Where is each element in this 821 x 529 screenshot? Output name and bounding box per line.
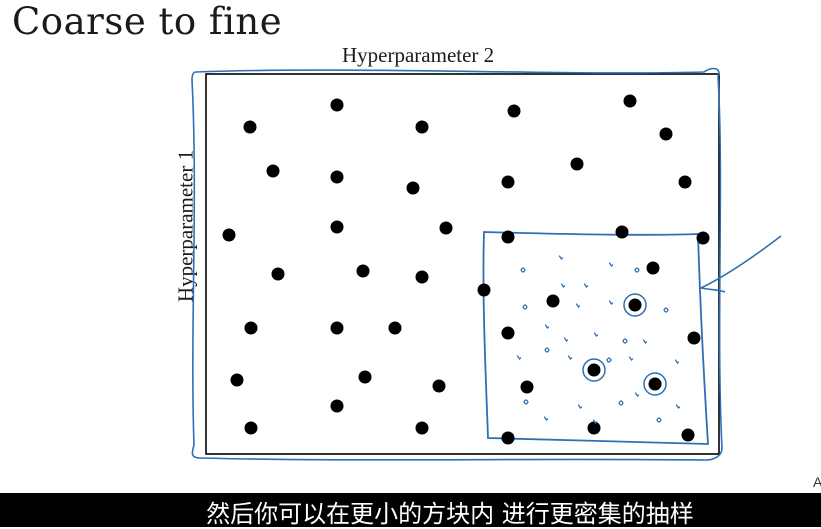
subtitle-bar	[0, 493, 821, 527]
sample-point	[696, 231, 710, 245]
best-sample-point	[628, 298, 642, 312]
sample-point	[266, 164, 280, 178]
sample-point	[415, 421, 429, 435]
fine-sample-mark	[558, 255, 564, 261]
x-axis-label: Hyperparameter 2	[342, 43, 495, 67]
fine-sample-mark	[593, 332, 599, 338]
fine-sample-points	[516, 255, 681, 425]
sample-point	[570, 157, 584, 171]
fine-sample-mark	[663, 307, 669, 313]
best-point-circle	[643, 372, 667, 396]
fine-sample-mark	[642, 339, 648, 345]
sample-point	[659, 127, 673, 141]
sample-point	[615, 225, 629, 239]
edge-letter: A	[813, 474, 821, 490]
sample-point	[330, 170, 344, 184]
sample-point	[646, 261, 660, 275]
sample-point	[271, 267, 285, 281]
sample-point	[330, 399, 344, 413]
fine-sample-mark	[522, 304, 528, 310]
best-point-circle	[623, 293, 647, 317]
subtitle-caption: 然后你可以在更小的方块内 进行更密集的抽样	[206, 500, 694, 528]
slide-title: Coarse to fine	[12, 0, 283, 43]
fine-sample-mark	[634, 267, 640, 273]
sample-point	[501, 431, 515, 445]
fine-sample-mark	[516, 355, 522, 361]
fine-sample-mark	[520, 267, 526, 273]
fine-sample-mark	[567, 355, 573, 361]
sample-point	[330, 321, 344, 335]
sample-point	[356, 264, 370, 278]
fine-sample-mark	[618, 400, 624, 406]
sample-point	[687, 331, 701, 345]
fine-sample-mark	[634, 392, 640, 398]
sample-point	[520, 380, 534, 394]
fine-sample-mark	[543, 416, 549, 422]
search-space-box	[205, 73, 720, 455]
fine-sample-mark	[608, 300, 614, 306]
sample-point	[623, 94, 637, 108]
best-sample-points	[582, 293, 667, 396]
fine-sample-mark	[577, 404, 583, 410]
sample-point	[501, 326, 515, 340]
fine-sample-mark	[674, 359, 680, 365]
fine-sample-mark	[583, 283, 589, 289]
sample-point	[406, 181, 420, 195]
fine-sample-mark	[560, 283, 566, 289]
fine-sample-mark	[675, 404, 681, 410]
sample-point	[477, 283, 491, 297]
fine-sample-mark	[563, 337, 569, 343]
fine-sample-mark	[628, 356, 634, 362]
coarse-sample-points	[222, 94, 710, 445]
fine-sample-mark	[544, 347, 550, 353]
sample-point	[439, 221, 453, 235]
fine-sample-mark	[592, 419, 598, 425]
sample-point	[243, 120, 257, 134]
sample-point	[501, 230, 515, 244]
sample-point	[222, 228, 236, 242]
sample-point	[415, 270, 429, 284]
fine-region-box	[482, 231, 709, 445]
fine-sample-mark	[656, 417, 662, 423]
best-sample-point	[648, 377, 662, 391]
sample-point	[432, 379, 446, 393]
fine-sample-mark	[544, 324, 550, 330]
sample-point	[681, 428, 695, 442]
sample-point	[330, 220, 344, 234]
sample-point	[507, 104, 521, 118]
sample-point	[388, 321, 402, 335]
sample-point	[230, 373, 244, 387]
sample-point	[358, 370, 372, 384]
sample-point	[244, 321, 258, 335]
sample-point	[678, 175, 692, 189]
pointer-arrow	[698, 235, 782, 293]
sample-point	[330, 98, 344, 112]
coarse-hand-outline	[191, 67, 723, 461]
fine-sample-mark	[575, 303, 581, 309]
best-point-circle	[582, 358, 606, 382]
sample-point	[546, 294, 560, 308]
fine-sample-mark	[523, 399, 529, 405]
best-sample-point	[587, 363, 601, 377]
sample-point	[501, 175, 515, 189]
fine-sample-mark	[606, 357, 612, 363]
sample-point	[244, 421, 258, 435]
fine-sample-mark	[608, 262, 614, 268]
sample-point	[415, 120, 429, 134]
sample-point	[587, 421, 601, 435]
fine-sample-mark	[622, 338, 628, 344]
